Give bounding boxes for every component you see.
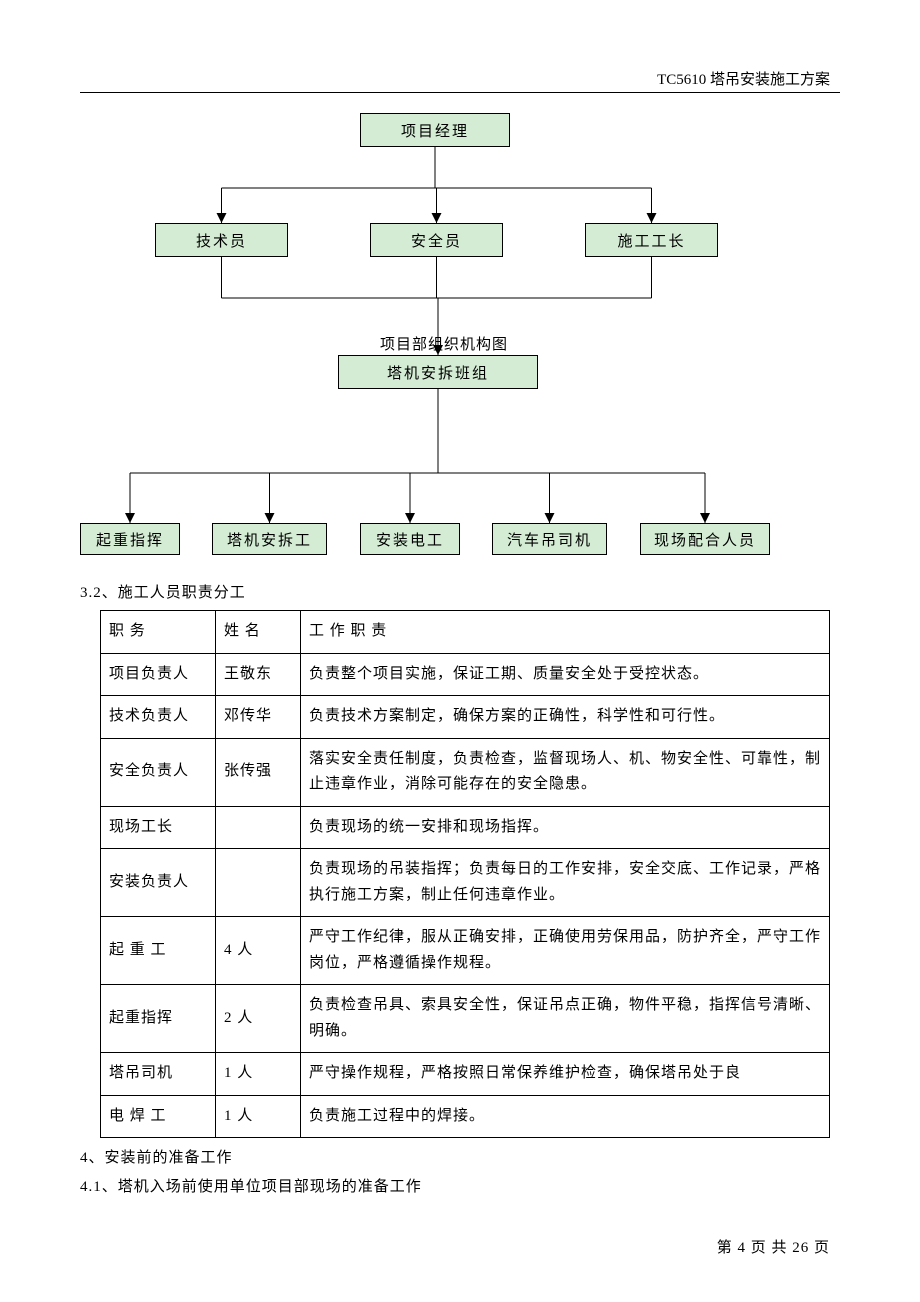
cell-duty: 负责技术方案制定，确保方案的正确性，科学性和可行性。 bbox=[301, 696, 830, 739]
cell-duty: 负责现场的统一安排和现场指挥。 bbox=[301, 806, 830, 849]
node-top: 项目经理 bbox=[360, 113, 510, 147]
cell-name: 1 人 bbox=[216, 1053, 301, 1096]
cell-name bbox=[216, 849, 301, 917]
header-rule bbox=[80, 92, 840, 93]
table-row: 起重指挥2 人负责检查吊具、索具安全性，保证吊点正确，物件平稳，指挥信号清晰、明… bbox=[101, 985, 830, 1053]
table-row: 起 重 工4 人严守工作纪律，服从正确安排，正确使用劳保用品，防护齐全，严守工作… bbox=[101, 917, 830, 985]
cell-name: 张传强 bbox=[216, 738, 301, 806]
cell-duty: 负责检查吊具、索具安全性，保证吊点正确，物件平稳，指挥信号清晰、明确。 bbox=[301, 985, 830, 1053]
node-b1: 起重指挥 bbox=[80, 523, 180, 555]
node-l2c: 施工工长 bbox=[585, 223, 718, 257]
table-row: 安全负责人张传强落实安全责任制度，负责检查，监督现场人、机、物安全性、可靠性，制… bbox=[101, 738, 830, 806]
org-flowchart: 项目经理技术员 安全员 施工工长塔机安拆班组起重指挥塔机安拆工 安装电工汽车吊司机 现场… bbox=[80, 113, 840, 573]
th-name: 姓 名 bbox=[216, 611, 301, 654]
label-org-title: 项目部组织机构图 bbox=[380, 333, 508, 354]
cell-role: 项目负责人 bbox=[101, 653, 216, 696]
cell-role: 技术负责人 bbox=[101, 696, 216, 739]
cell-role: 塔吊司机 bbox=[101, 1053, 216, 1096]
cell-role: 安全负责人 bbox=[101, 738, 216, 806]
table-row: 现场工长 负责现场的统一安排和现场指挥。 bbox=[101, 806, 830, 849]
node-b5: 现场配合人员 bbox=[640, 523, 770, 555]
table-row: 电 焊 工1 人负责施工过程中的焊接。 bbox=[101, 1095, 830, 1138]
table-header-row: 职 务 姓 名 工 作 职 责 bbox=[101, 611, 830, 654]
cell-role: 起 重 工 bbox=[101, 917, 216, 985]
table-row: 安装负责人 负责现场的吊装指挥；负责每日的工作安排，安全交底、工作记录，严格执行施… bbox=[101, 849, 830, 917]
cell-name: 1 人 bbox=[216, 1095, 301, 1138]
cell-duty: 严守工作纪律，服从正确安排，正确使用劳保用品，防护齐全，严守工作岗位，严格遵循操… bbox=[301, 917, 830, 985]
cell-name: 4 人 bbox=[216, 917, 301, 985]
node-l2a: 技术员 bbox=[155, 223, 288, 257]
cell-duty: 落实安全责任制度，负责检查，监督现场人、机、物安全性、可靠性，制止违章作业，消除… bbox=[301, 738, 830, 806]
node-b3: 安装电工 bbox=[360, 523, 460, 555]
th-role: 职 务 bbox=[101, 611, 216, 654]
cell-name: 邓传华 bbox=[216, 696, 301, 739]
page-header: TC5610 塔吊安装施工方案 bbox=[80, 68, 840, 89]
table-row: 技术负责人邓传华负责技术方案制定，确保方案的正确性，科学性和可行性。 bbox=[101, 696, 830, 739]
page-footer: 第 4 页 共 26 页 bbox=[80, 1236, 840, 1257]
th-duty: 工 作 职 责 bbox=[301, 611, 830, 654]
cell-name bbox=[216, 806, 301, 849]
node-b4: 汽车吊司机 bbox=[492, 523, 607, 555]
responsibility-table: 职 务 姓 名 工 作 职 责 项目负责人王敬东负责整个项目实施，保证工期、质量… bbox=[100, 610, 830, 1138]
cell-role: 安装负责人 bbox=[101, 849, 216, 917]
cell-duty: 负责施工过程中的焊接。 bbox=[301, 1095, 830, 1138]
cell-duty: 负责整个项目实施，保证工期、质量安全处于受控状态。 bbox=[301, 653, 830, 696]
cell-duty: 严守操作规程，严格按照日常保养维护检查，确保塔吊处于良 bbox=[301, 1053, 830, 1096]
node-l2b: 安全员 bbox=[370, 223, 503, 257]
section-4: 4、安装前的准备工作 bbox=[80, 1146, 840, 1167]
table-row: 塔吊司机1 人严守操作规程，严格按照日常保养维护检查，确保塔吊处于良 bbox=[101, 1053, 830, 1096]
cell-name: 王敬东 bbox=[216, 653, 301, 696]
cell-role: 电 焊 工 bbox=[101, 1095, 216, 1138]
node-b2: 塔机安拆工 bbox=[212, 523, 327, 555]
cell-duty: 负责现场的吊装指挥；负责每日的工作安排，安全交底、工作记录，严格执行施工方案，制… bbox=[301, 849, 830, 917]
table-row: 项目负责人王敬东负责整个项目实施，保证工期、质量安全处于受控状态。 bbox=[101, 653, 830, 696]
section-4-1: 4.1、塔机入场前使用单位项目部现场的准备工作 bbox=[80, 1175, 840, 1196]
cell-name: 2 人 bbox=[216, 985, 301, 1053]
section-3-2: 3.2、施工人员职责分工 bbox=[80, 581, 840, 602]
node-mid: 塔机安拆班组 bbox=[338, 355, 538, 389]
cell-role: 现场工长 bbox=[101, 806, 216, 849]
cell-role: 起重指挥 bbox=[101, 985, 216, 1053]
